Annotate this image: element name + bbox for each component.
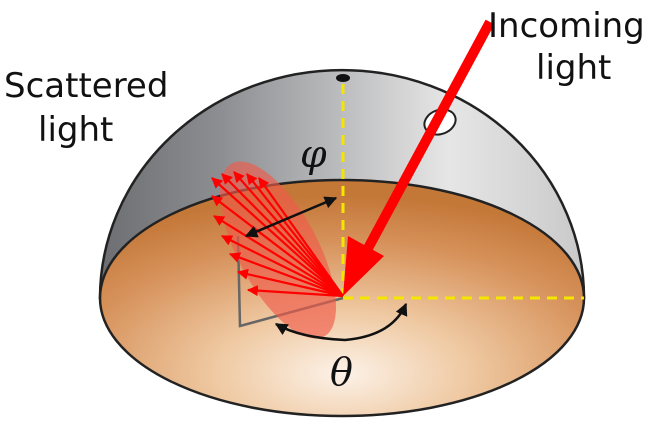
phi-symbol: φ	[300, 132, 327, 176]
theta-symbol: θ	[330, 350, 353, 394]
scattered-ray	[213, 215, 344, 297]
scattered-ray	[246, 285, 344, 298]
incoming-light-label-line1: Incoming	[488, 6, 645, 46]
scattered-ray	[221, 235, 344, 297]
theta-angle-arrow	[274, 302, 408, 342]
scattered-ray	[211, 195, 344, 297]
phi-angle-arrow	[244, 196, 338, 238]
incoming-ray	[343, 19, 495, 296]
scattered-ray	[236, 268, 344, 298]
incoming-light-label-line2: light	[536, 48, 612, 88]
zenith-marker	[336, 74, 350, 82]
scattered-light-label-line1: Scattered	[4, 66, 169, 106]
scattered-ray	[228, 252, 344, 298]
scattered-light-label-line2: light	[38, 110, 114, 150]
